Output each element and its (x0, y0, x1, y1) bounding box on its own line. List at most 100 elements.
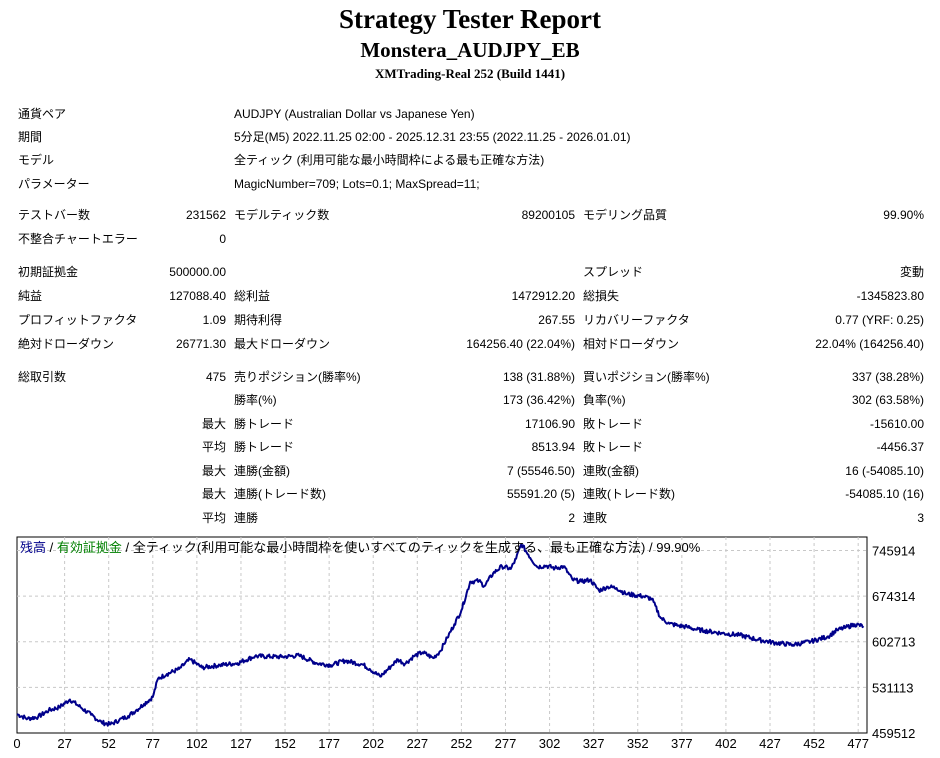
legend-equity: 有効証拠金 (56, 540, 122, 555)
gross-profit-label: 総利益 (234, 289, 271, 303)
total-trades-value: 475 (205, 370, 226, 384)
bars-label: テストバー数 (18, 208, 91, 222)
average-consecutive-word: 平均 (201, 511, 226, 525)
relative-drawdown-value: 22.04% (164256.40) (815, 337, 924, 351)
x-tick-label: 127 (230, 736, 252, 751)
period-value: 5分足(M5) 2022.11.25 02:00 - 2025.12.31 23… (234, 130, 631, 144)
x-tick-label: 227 (406, 736, 428, 751)
loss-rate-value: 302 (63.58%) (851, 393, 924, 407)
largest-win-value: 17106.90 (524, 417, 575, 431)
long-positions-value: 337 (38.28%) (851, 370, 924, 384)
ticks-value: 89200105 (521, 208, 575, 222)
errors-value: 0 (219, 232, 226, 246)
x-tick-label: 152 (274, 736, 296, 751)
period-label: 期間 (18, 130, 43, 144)
balance-chart: 459512 531113 602713 674314 745914 0 27 52 77 102… (13, 535, 934, 758)
x-tick-label: 427 (759, 736, 781, 751)
model-label: モデル (18, 153, 55, 167)
short-positions-label: 売りポジション(勝率%) (234, 370, 361, 384)
loss-rate-label: 負率(%) (583, 393, 626, 407)
x-tick-label: 302 (539, 736, 561, 751)
consecutive-wins-money-value: 7 (55546.50) (506, 464, 575, 478)
largest-loss-label: 敗トレード (583, 417, 644, 431)
largest-loss-value: -15610.00 (869, 417, 924, 431)
report-title: Strategy Tester Report (339, 4, 601, 34)
y-tick-label: 459512 (872, 726, 915, 741)
expert-name: Monstera_AUDJPY_EB (360, 38, 580, 62)
x-tick-label: 327 (583, 736, 605, 751)
profit-factor-label: プロフィットファクタ (18, 313, 138, 327)
consecutive-losses-count-value: -54085.10 (16) (845, 487, 924, 501)
x-tick-label: 277 (495, 736, 517, 751)
y-tick-label: 531113 (872, 680, 913, 695)
win-rate-label: 勝率(%) (234, 393, 277, 407)
x-tick-label: 402 (715, 736, 737, 751)
absolute-drawdown-value: 26771.30 (175, 337, 226, 351)
parameters-value: MagicNumber=709; Lots=0.1; MaxSpread=11; (234, 177, 480, 191)
model-value: 全ティック (利用可能な最小時間枠による最も正確な方法) (234, 153, 545, 167)
chart-legend: 残高 / 有効証拠金 / 全ティック(利用可能な最小時間枠を使いすべてのティック… (20, 540, 700, 556)
largest-win-label: 勝トレード (234, 417, 295, 431)
average-consecutive-wins-value: 2 (568, 511, 575, 525)
average-loss-label: 敗トレード (583, 440, 644, 454)
x-tick-label: 77 (146, 736, 160, 751)
maximal-drawdown-value: 164256.40 (22.04%) (466, 337, 575, 351)
short-positions-value: 138 (31.88%) (502, 370, 575, 384)
deposit-value: 500000.00 (169, 265, 226, 279)
y-tick-label: 602713 (872, 635, 915, 650)
largest-word: 最大 (201, 417, 226, 431)
maximal-drawdown-label: 最大ドローダウン (234, 337, 331, 351)
profit-factor-value: 1.09 (202, 313, 226, 327)
average-word: 平均 (201, 440, 226, 454)
legend-description: / 全ティック(利用可能な最小時間枠を使いすべてのティックを生成する、最も正確な… (121, 540, 701, 555)
consecutive-wins-count-label: 連勝(トレード数) (234, 487, 326, 501)
net-profit-value: 127088.40 (169, 289, 226, 303)
average-consecutive-losses-value: 3 (917, 511, 924, 525)
consecutive-losses-money-value: 16 (-54085.10) (845, 464, 924, 478)
max-consecutive-count-word: 最大 (201, 487, 226, 501)
currency-pair-label: 通貨ペア (18, 107, 67, 121)
parameters-label: パラメーター (18, 177, 90, 191)
gross-loss-value: -1345823.80 (856, 289, 924, 303)
net-profit-label: 純益 (18, 289, 43, 303)
consecutive-losses-count-label: 連敗(トレード数) (583, 487, 675, 501)
relative-drawdown-label: 相対ドローダウン (583, 337, 680, 351)
gross-loss-label: 総損失 (583, 289, 620, 303)
long-positions-label: 買いポジション(勝率%) (583, 370, 710, 384)
total-trades-label: 総取引数 (18, 370, 67, 384)
expected-payoff-value: 267.55 (538, 313, 575, 327)
balance-line (16, 543, 865, 727)
average-win-label: 勝トレード (234, 440, 295, 454)
x-tick-label: 452 (803, 736, 825, 751)
recovery-factor-label: リカバリーファクタ (583, 313, 690, 327)
gross-profit-value: 1472912.20 (511, 289, 575, 303)
quality-label: モデリング品質 (583, 208, 668, 222)
x-tick-label: 477 (847, 736, 869, 751)
quality-value: 99.90% (883, 208, 924, 222)
currency-pair-value: AUDJPY (Australian Dollar vs Japanese Ye… (234, 107, 475, 121)
x-tick-label: 252 (451, 736, 473, 751)
legend-separator: / (46, 540, 57, 555)
bars-value: 231562 (185, 208, 226, 222)
recovery-factor-value: 0.77 (YRF: 0.25) (835, 313, 924, 327)
average-consecutive-losses-label: 連敗 (583, 511, 608, 525)
x-tick-label: 177 (318, 736, 340, 751)
deposit-label: 初期証拠金 (18, 265, 79, 279)
y-tick-label: 674314 (872, 589, 915, 604)
ticks-label: モデルティック数 (234, 208, 330, 222)
x-tick-label: 0 (14, 736, 21, 751)
average-win-value: 8513.94 (531, 440, 575, 454)
average-loss-value: -4456.37 (876, 440, 924, 454)
x-tick-label: 52 (101, 736, 115, 751)
consecutive-wins-count-value: 55591.20 (5) (506, 487, 575, 501)
consecutive-losses-money-label: 連敗(金額) (583, 464, 639, 478)
average-consecutive-wins-label: 連勝 (234, 511, 259, 525)
consecutive-wins-money-label: 連勝(金額) (234, 464, 290, 478)
x-tick-label: 102 (186, 736, 208, 751)
absolute-drawdown-label: 絶対ドローダウン (18, 337, 115, 351)
legend-balance: 残高 (20, 540, 47, 555)
server-build: XMTrading-Real 252 (Build 1441) (374, 66, 566, 81)
x-tick-label: 352 (627, 736, 649, 751)
win-rate-value: 173 (36.42%) (502, 393, 575, 407)
x-tick-label: 377 (671, 736, 693, 751)
